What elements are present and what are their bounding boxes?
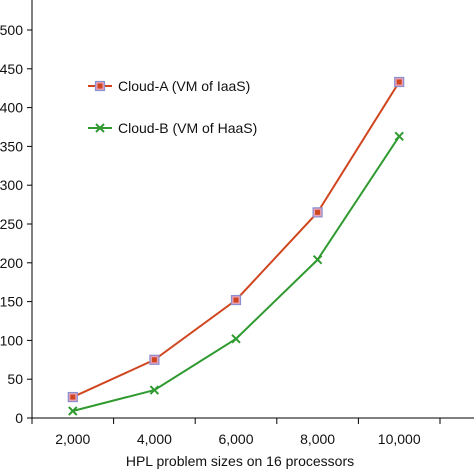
- y-tick-label: 50: [7, 371, 23, 387]
- data-point-series-2: [231, 334, 241, 344]
- x-tick-label: 6,000: [218, 431, 253, 447]
- x-tick-label: 2,000: [55, 431, 90, 447]
- data-point-series-1-core: [233, 297, 239, 303]
- data-point-series-2: [312, 254, 323, 265]
- data-point-series-1-core: [70, 394, 76, 400]
- series-line-2: [72, 135, 401, 412]
- x-axis-ticks: 2,000 4,000 6,000 8,000 10,000: [31, 418, 441, 447]
- y-tick-label: 450: [0, 61, 23, 77]
- legend: Cloud-A (VM of IaaS) Cloud-B (VM of HaaS): [88, 78, 257, 136]
- legend-item-1: Cloud-A (VM of IaaS): [88, 78, 250, 94]
- y-tick-label: 0: [15, 410, 23, 426]
- legend-label: Cloud-A (VM of IaaS): [118, 78, 250, 94]
- x-tick-label: 10,000: [378, 431, 421, 447]
- series-markers: [67, 76, 405, 416]
- data-point-series-1-core: [396, 79, 402, 85]
- legend-marker-core: [97, 83, 103, 89]
- legend-label: Cloud-B (VM of HaaS): [118, 120, 257, 136]
- data-point-series-1-core: [151, 357, 157, 363]
- y-tick-label: 500: [0, 22, 23, 38]
- data-point-series-2: [149, 385, 160, 395]
- y-tick-label: 250: [0, 216, 23, 232]
- data-point-series-2: [68, 406, 78, 416]
- legend-item-2: Cloud-B (VM of HaaS): [88, 120, 257, 136]
- chart-axes: [31, 0, 474, 419]
- data-point-series-1-core: [315, 209, 321, 215]
- x-tick-label: 4,000: [137, 431, 172, 447]
- x-tick-label: 8,000: [300, 431, 335, 447]
- y-tick-label: 100: [0, 332, 23, 348]
- y-tick-label: 200: [0, 255, 23, 271]
- y-tick-label: 300: [0, 177, 23, 193]
- y-tick-label: 400: [0, 100, 23, 116]
- y-axis-ticks: 0 50 100 150 200 250 300 350 400 450 500: [0, 22, 32, 426]
- y-tick-label: 350: [0, 138, 23, 154]
- y-tick-label: 150: [0, 294, 23, 310]
- data-point-series-2: [394, 131, 404, 142]
- x-axis-label: HPL problem sizes on 16 processors: [126, 453, 354, 469]
- legend-marker: [95, 123, 105, 133]
